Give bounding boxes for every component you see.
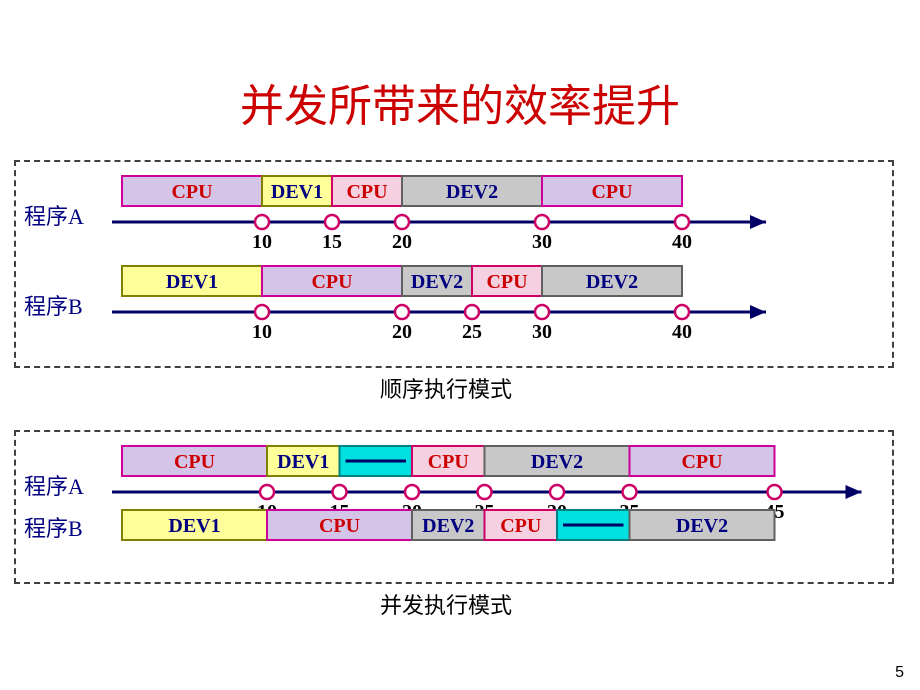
timeline-svg: CPUDEV1CPUDEV2CPU10152025303545程序ADEV1CP…: [16, 432, 892, 582]
block-label: DEV1: [168, 515, 220, 537]
arrowhead-icon: [750, 215, 766, 229]
tick-label: 15: [322, 231, 342, 253]
tick-label: 30: [532, 231, 552, 253]
tick-label: 10: [252, 231, 272, 253]
block-label: CPU: [311, 271, 352, 293]
page-number: 5: [895, 664, 904, 682]
tick-marker: [535, 305, 549, 319]
block-label: CPU: [500, 515, 541, 537]
block-label: DEV1: [166, 271, 218, 293]
block-label: CPU: [346, 181, 387, 203]
tick-marker: [395, 215, 409, 229]
block-label: DEV2: [446, 181, 498, 203]
tick-marker: [255, 305, 269, 319]
block-label: CPU: [486, 271, 527, 293]
tick-label: 30: [532, 321, 552, 343]
tick-marker: [535, 215, 549, 229]
tick-label: 40: [672, 321, 692, 343]
tick-label: 10: [252, 321, 272, 343]
arrowhead-icon: [750, 305, 766, 319]
tick-marker: [675, 215, 689, 229]
block-label: CPU: [591, 181, 632, 203]
block-label: DEV2: [531, 451, 583, 473]
tick-marker: [465, 305, 479, 319]
block-label: CPU: [681, 451, 722, 473]
block-label: DEV1: [277, 451, 329, 473]
tick-marker: [260, 485, 274, 499]
tick-marker: [255, 215, 269, 229]
tick-marker: [405, 485, 419, 499]
sequential-caption: 顺序执行模式: [380, 372, 512, 404]
block-label: DEV2: [676, 515, 728, 537]
concurrent-caption: 并发执行模式: [380, 588, 512, 620]
block-label: DEV2: [586, 271, 638, 293]
sequential-panel: CPU DEV1 CPU DEV2 CPU 10 15 20 30 40 程序A DEV1 CPU DEV…: [14, 160, 894, 368]
arrowhead-icon: [846, 485, 862, 499]
block-label: DEV1: [271, 181, 323, 203]
tick-marker: [550, 485, 564, 499]
tick-marker: [623, 485, 637, 499]
row-label: 程序B: [24, 294, 83, 319]
row-label: 程序A: [24, 474, 84, 499]
tick-label: 40: [672, 231, 692, 253]
block-label: CPU: [428, 451, 469, 473]
row-label: 程序B: [24, 516, 83, 541]
tick-label: 20: [392, 321, 412, 343]
tick-marker: [768, 485, 782, 499]
block-label: DEV2: [422, 515, 474, 537]
concurrent-panel: CPUDEV1CPUDEV2CPU10152025303545程序ADEV1CP…: [14, 430, 894, 584]
tick-marker: [325, 215, 339, 229]
tick-marker: [395, 305, 409, 319]
tick-marker: [478, 485, 492, 499]
row-label: 程序A: [24, 204, 84, 229]
timeline-svg: CPU DEV1 CPU DEV2 CPU 10 15 20 30 40 程序A DEV1 CPU DEV…: [16, 162, 892, 366]
block-label: CPU: [319, 515, 360, 537]
slide-title: 并发所带来的效率提升: [0, 0, 920, 144]
block-label: DEV2: [411, 271, 463, 293]
tick-marker: [333, 485, 347, 499]
block-label: CPU: [171, 181, 212, 203]
tick-marker: [675, 305, 689, 319]
tick-label: 25: [462, 321, 482, 343]
block-label: CPU: [174, 451, 215, 473]
tick-label: 20: [392, 231, 412, 253]
